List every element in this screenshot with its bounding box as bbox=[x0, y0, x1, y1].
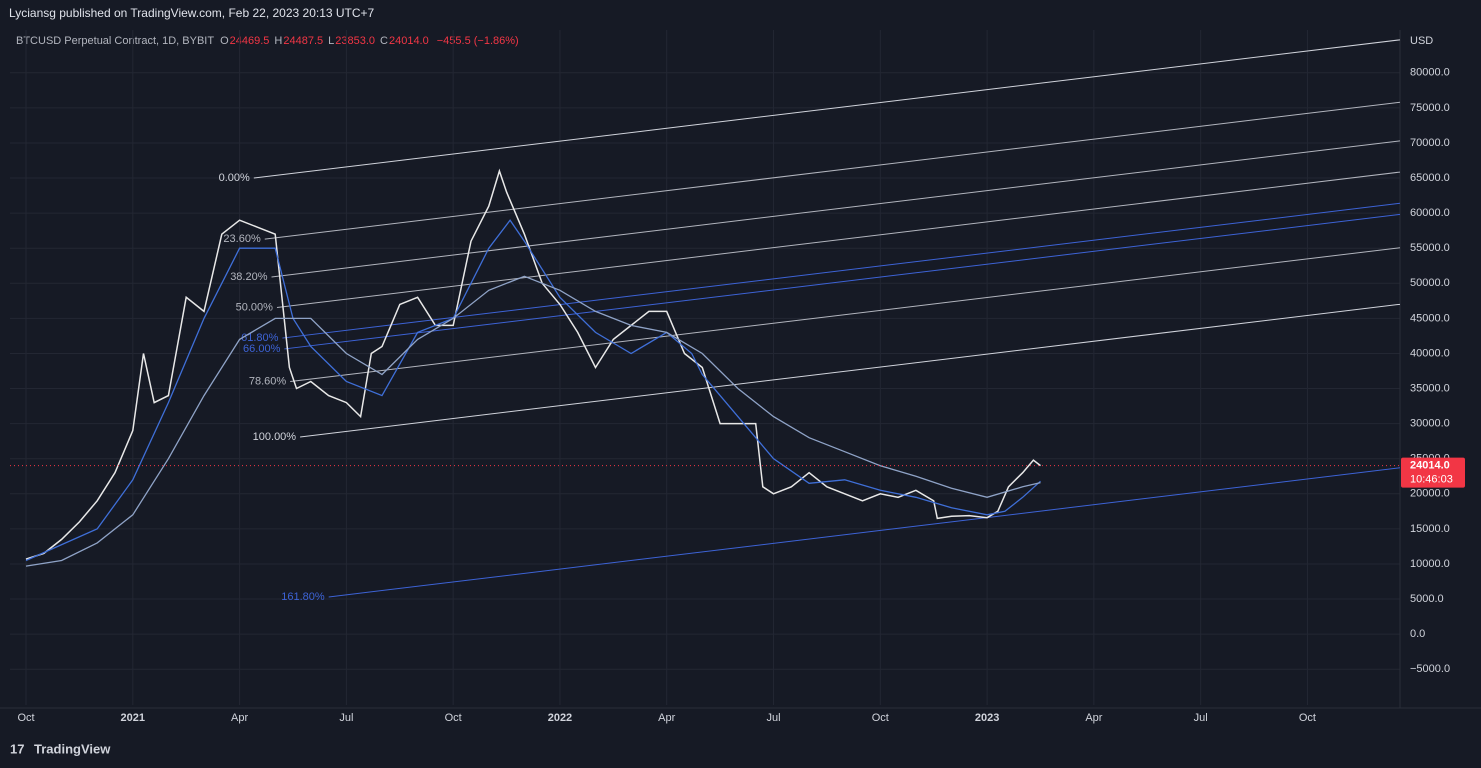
fib-level bbox=[290, 247, 1401, 383]
y-tick-label: −5000.0 bbox=[1410, 663, 1450, 675]
y-tick-label: 0.0 bbox=[1410, 628, 1425, 640]
fib-label: 66.00% bbox=[243, 343, 281, 355]
price-line bbox=[25, 168, 1041, 560]
fib-label: 0.00% bbox=[219, 172, 250, 184]
x-tick-label: Oct bbox=[445, 712, 462, 724]
publisher: Lyciansg published on TradingView.com, F… bbox=[9, 6, 375, 20]
x-tick-label: Apr bbox=[658, 712, 675, 724]
ohlc-key: O bbox=[220, 35, 229, 47]
fib-label: 100.00% bbox=[253, 431, 297, 443]
ohlc-key: L bbox=[328, 35, 334, 47]
fib-label: 50.00% bbox=[236, 301, 274, 313]
x-tick-label: 2021 bbox=[121, 712, 145, 724]
y-tick-label: 50000.0 bbox=[1410, 277, 1450, 289]
y-tick-label: 65000.0 bbox=[1410, 172, 1450, 184]
logo: 17 bbox=[10, 741, 24, 756]
x-tick-label: 2023 bbox=[975, 712, 999, 724]
y-tick-label: 60000.0 bbox=[1410, 207, 1450, 219]
fib-level bbox=[276, 171, 1401, 309]
x-tick-label: Apr bbox=[1085, 712, 1102, 724]
ohlc-key: H bbox=[274, 35, 282, 47]
x-tick-label: Oct bbox=[17, 712, 34, 724]
fib-label: 38.20% bbox=[230, 271, 268, 283]
price-line bbox=[25, 219, 1041, 562]
y-tick-label: 35000.0 bbox=[1410, 382, 1450, 394]
y-tick-label: 55000.0 bbox=[1410, 242, 1450, 254]
fib-level bbox=[284, 213, 1401, 350]
x-tick-label: Oct bbox=[872, 712, 889, 724]
x-tick-label: Jul bbox=[766, 712, 780, 724]
symbol: BTCUSD Perpetual Contract, 1D, BYBIT bbox=[16, 35, 214, 47]
ohlc-value: 24469.5 bbox=[230, 35, 270, 47]
x-tick-label: Jul bbox=[339, 712, 353, 724]
x-tick-label: Apr bbox=[231, 712, 248, 724]
brand: TradingView bbox=[34, 741, 111, 756]
ohlc-value: 24014.0 bbox=[389, 35, 429, 47]
fib-level bbox=[264, 101, 1401, 240]
countdown: 10:46:03 bbox=[1410, 474, 1453, 486]
fib-level bbox=[300, 303, 1401, 438]
y-tick-label: 30000.0 bbox=[1410, 418, 1450, 430]
ohlc-value: 23853.0 bbox=[335, 35, 375, 47]
fib-level bbox=[282, 202, 1401, 339]
y-tick-label: 20000.0 bbox=[1410, 488, 1450, 500]
fib-label: 61.80% bbox=[241, 332, 279, 344]
x-tick-label: Oct bbox=[1299, 712, 1316, 724]
y-tick-label: 15000.0 bbox=[1410, 523, 1450, 535]
y-tick-label: 75000.0 bbox=[1410, 102, 1450, 114]
last-price-box bbox=[1401, 457, 1465, 488]
x-tick-label: Jul bbox=[1194, 712, 1208, 724]
fib-label: 161.80% bbox=[281, 591, 325, 603]
ohlc-key: C bbox=[380, 35, 388, 47]
y-tick-label: 5000.0 bbox=[1410, 593, 1444, 605]
last-price-label: 24014.0 bbox=[1410, 460, 1450, 472]
fib-level bbox=[328, 467, 1401, 598]
y-tick-label: 70000.0 bbox=[1410, 137, 1450, 149]
change: −455.5 (−1.86%) bbox=[437, 35, 519, 47]
ohlc-value: 24487.5 bbox=[283, 35, 323, 47]
x-tick-label: 2022 bbox=[548, 712, 572, 724]
y-unit: USD bbox=[1410, 35, 1433, 47]
y-tick-label: 40000.0 bbox=[1410, 347, 1450, 359]
fib-label: 78.60% bbox=[249, 375, 287, 387]
fib-level bbox=[271, 140, 1401, 278]
fib-level bbox=[253, 39, 1401, 179]
y-tick-label: 10000.0 bbox=[1410, 558, 1450, 570]
price-line bbox=[25, 275, 1041, 567]
y-tick-label: 45000.0 bbox=[1410, 312, 1450, 324]
y-tick-label: 80000.0 bbox=[1410, 67, 1450, 79]
fib-label: 23.60% bbox=[223, 233, 261, 245]
